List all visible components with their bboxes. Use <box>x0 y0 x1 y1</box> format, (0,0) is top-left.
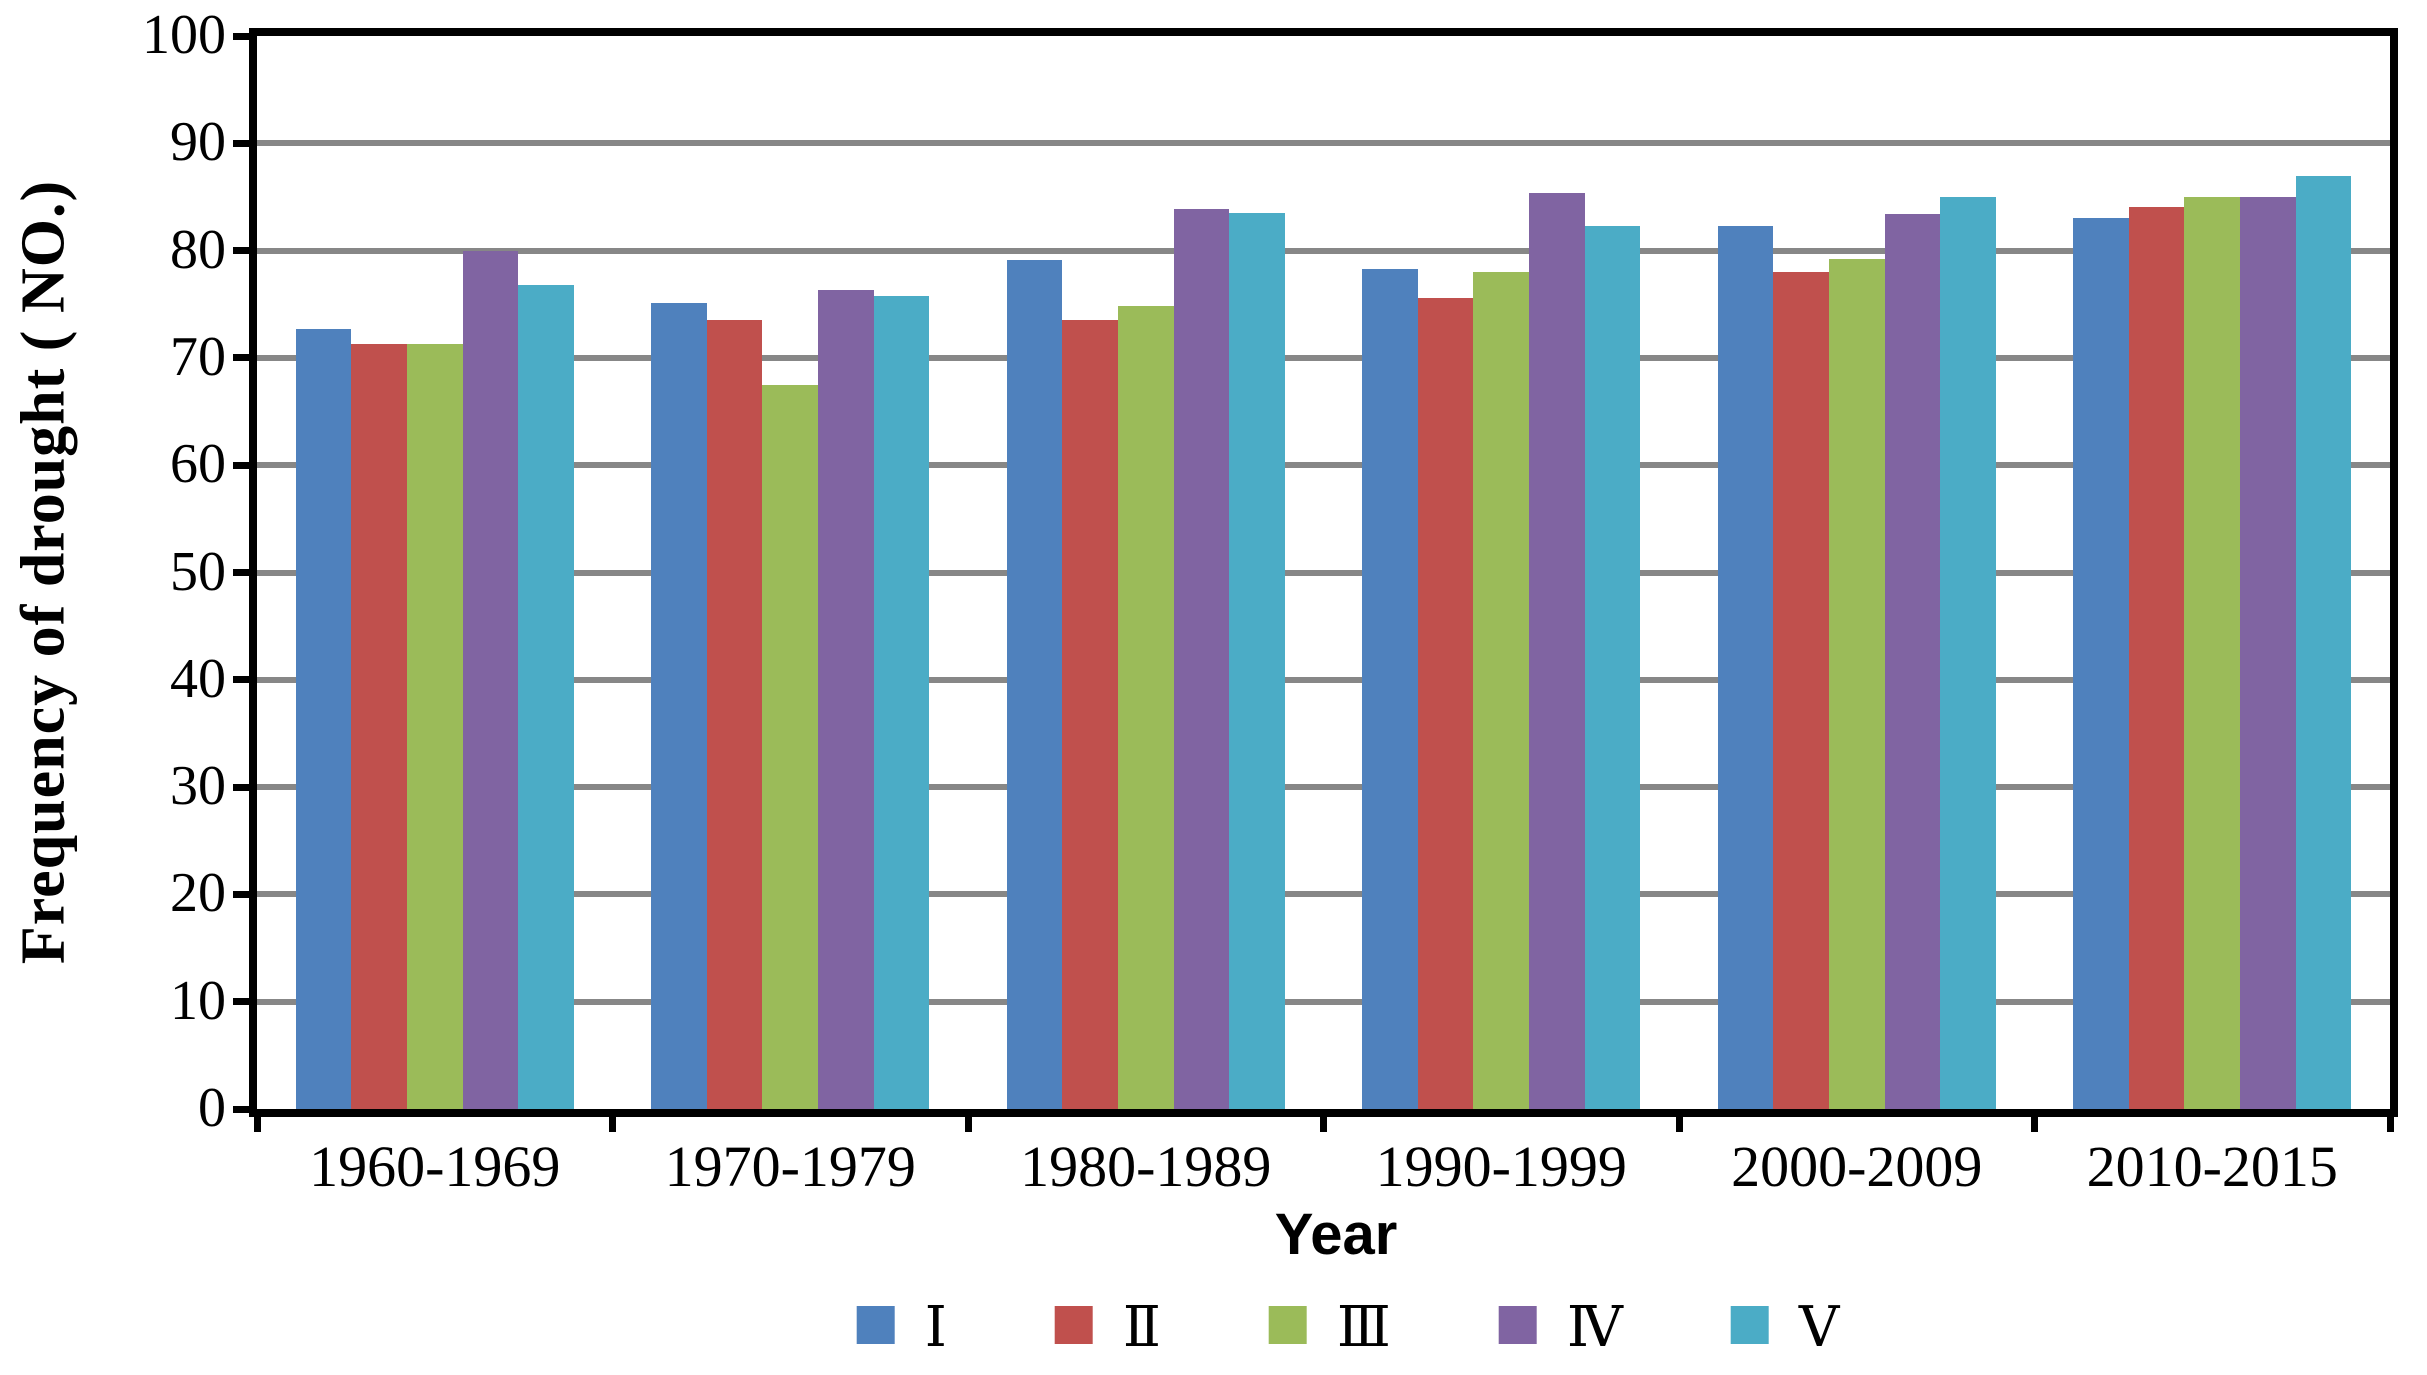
y-axis-tick-70 <box>233 354 249 362</box>
legend: Ⅰ Ⅱ Ⅲ Ⅳ Ⅴ <box>856 1294 1840 1359</box>
plot-area <box>233 28 2398 1132</box>
legend-label-s1: Ⅰ <box>924 1297 947 1359</box>
bar-s2-2000-2009 <box>1773 272 1829 1109</box>
bar-s4-2000-2009 <box>1884 214 1941 1109</box>
legend-item-s3: Ⅲ <box>1268 1294 1391 1359</box>
y-tick-label-10: 10 <box>170 969 226 1032</box>
bar-s3-2010-2015 <box>2184 196 2241 1109</box>
y-axis-tick-30 <box>233 783 249 791</box>
bar-s5-1980-1989 <box>1229 213 1285 1109</box>
bar-s5-1990-1999 <box>1584 225 1641 1109</box>
bar-s2-1960-1969 <box>351 343 407 1109</box>
legend-item-s4: Ⅳ <box>1498 1294 1623 1359</box>
legend-item-s1: Ⅰ <box>856 1294 947 1359</box>
gridline-60 <box>257 462 2390 469</box>
bar-s3-1990-1999 <box>1473 272 1530 1109</box>
y-tick-label-0: 0 <box>198 1076 226 1139</box>
bar-s4-1970-1979 <box>818 290 874 1109</box>
x-tick-label-1990-1999: 1990-1999 <box>1375 1134 1627 1199</box>
y-axis-tick-40 <box>233 676 249 684</box>
bar-s4-1990-1999 <box>1529 192 1585 1109</box>
bar-s4-1980-1989 <box>1173 208 1230 1109</box>
y-tick-label-60: 60 <box>170 433 226 496</box>
gridline-70 <box>257 354 2390 361</box>
bar-s5-2010-2015 <box>2295 175 2352 1109</box>
x-axis-tick-0 <box>253 1117 261 1132</box>
legend-swatch-s3 <box>1268 1306 1307 1344</box>
legend-swatch-s1 <box>856 1306 895 1344</box>
x-axis-tick-2 <box>964 1117 972 1132</box>
y-tick-label-50: 50 <box>170 540 226 603</box>
bar-s5-2000-2009 <box>1940 196 1996 1109</box>
y-axis-tick-20 <box>233 890 249 898</box>
bar-s3-1970-1979 <box>762 384 819 1109</box>
legend-label-s4: Ⅳ <box>1566 1297 1623 1359</box>
x-axis-title: Year <box>1274 1202 1398 1267</box>
gridline-90 <box>257 140 2390 147</box>
bar-s1-1990-1999 <box>1362 268 1418 1109</box>
bar-s1-1960-1969 <box>295 328 352 1109</box>
gridline-50 <box>257 569 2390 576</box>
gridline-10 <box>257 998 2390 1005</box>
bar-s1-2000-2009 <box>1717 225 1774 1109</box>
bar-s1-1970-1979 <box>651 303 707 1109</box>
bar-s2-1970-1979 <box>706 320 763 1109</box>
legend-label-s3: Ⅲ <box>1336 1297 1391 1359</box>
bar-s3-2000-2009 <box>1828 259 1885 1109</box>
gridline-20 <box>257 891 2390 898</box>
x-tick-label-1980-1989: 1980-1989 <box>1020 1134 1272 1199</box>
bar-s2-1980-1989 <box>1062 320 1118 1109</box>
legend-item-s2: Ⅱ <box>1054 1294 1161 1359</box>
y-axis-tick-0 <box>233 1105 249 1113</box>
legend-label-s5: Ⅴ <box>1798 1297 1840 1359</box>
bar-s4-1960-1969 <box>462 250 519 1109</box>
y-axis-tick-60 <box>233 461 249 469</box>
y-tick-label-40: 40 <box>170 647 226 710</box>
x-axis-tick-6 <box>2386 1117 2394 1132</box>
x-tick-label-2000-2009: 2000-2009 <box>1731 1134 1983 1199</box>
legend-label-s2: Ⅱ <box>1122 1297 1161 1359</box>
x-tick-label-2010-2015: 2010-2015 <box>2086 1134 2338 1199</box>
y-tick-label-80: 80 <box>170 218 226 281</box>
legend-item-s5: Ⅴ <box>1730 1294 1840 1359</box>
y-axis-tick-90 <box>233 139 249 147</box>
bar-s3-1980-1989 <box>1117 306 1174 1109</box>
y-tick-label-100: 100 <box>142 3 226 66</box>
y-tick-label-90: 90 <box>170 111 226 174</box>
y-axis-tick-80 <box>233 247 249 255</box>
x-tick-label-1960-1969: 1960-1969 <box>309 1134 561 1199</box>
legend-swatch-s5 <box>1730 1306 1769 1344</box>
x-axis-tick-5 <box>2031 1117 2038 1132</box>
bar-s4-2010-2015 <box>2240 196 2296 1109</box>
y-axis-tick-50 <box>233 569 249 576</box>
y-axis-tick-10 <box>233 998 249 1006</box>
gridline-30 <box>257 784 2390 791</box>
bar-s2-2010-2015 <box>2128 206 2185 1109</box>
bar-s2-1990-1999 <box>1417 297 1474 1109</box>
y-tick-label-70: 70 <box>170 325 226 388</box>
y-axis-tick-100 <box>233 32 249 40</box>
bar-s1-2010-2015 <box>2073 218 2129 1109</box>
x-axis-tick-3 <box>1320 1117 1327 1132</box>
legend-swatch-s4 <box>1498 1306 1537 1344</box>
bar-s5-1960-1969 <box>518 284 574 1109</box>
gridline-80 <box>257 247 2390 254</box>
bar-s1-1980-1989 <box>1006 260 1063 1109</box>
x-tick-label-1970-1979: 1970-1979 <box>664 1134 916 1199</box>
x-axis-tick-4 <box>1675 1117 1683 1132</box>
x-axis-tick-1 <box>609 1117 616 1132</box>
bar-s3-1960-1969 <box>406 343 463 1109</box>
y-tick-label-30: 30 <box>170 754 226 817</box>
gridline-40 <box>257 676 2390 683</box>
bar-s5-1970-1979 <box>873 295 930 1109</box>
legend-swatch-s2 <box>1054 1306 1093 1344</box>
y-tick-label-20: 20 <box>170 862 226 925</box>
